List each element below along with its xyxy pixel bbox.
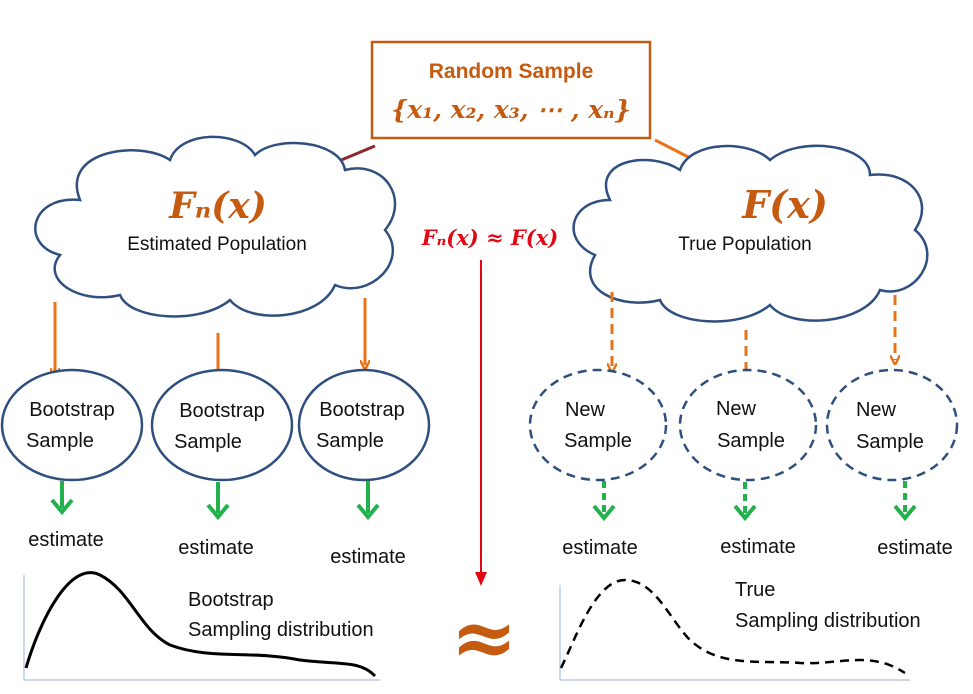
bootstrap-sample-1-line1: Bootstrap [29, 399, 115, 421]
bootstrap-estimate-1: estimate [28, 529, 104, 551]
new-sample-2: New Sample [678, 368, 818, 482]
bootstrap-distribution-line1: Bootstrap [188, 589, 274, 611]
new-sample-3-line2: Sample [856, 431, 924, 453]
true-distribution-line2: Sampling distribution [735, 610, 921, 632]
new-estimate-1: estimate [562, 537, 638, 559]
true-population-label: True Population [678, 234, 811, 255]
bootstrap-sample-2: Bootstrap Sample [150, 368, 294, 482]
new-estimate-arrows [592, 481, 917, 522]
new-estimate-3: estimate [877, 537, 953, 559]
true-population-symbol: F(x) [741, 182, 828, 227]
true-distribution-line1: True [735, 579, 775, 601]
random-sample-title: Random Sample [429, 60, 594, 83]
random-sample-box: Random Sample {x₁, x₂, x₃, ⋯ , xₙ} [370, 40, 652, 140]
new-estimate-2: estimate [720, 536, 796, 558]
bootstrap-sample-3: Bootstrap Sample [297, 368, 431, 482]
bootstrap-sample-1-line2: Sample [26, 430, 94, 452]
approximation-text: Fₙ(x) ≈ F(x) [421, 225, 558, 250]
true-distribution: True Sampling distribution [559, 578, 921, 681]
true-distribution-curve [559, 578, 906, 675]
estimated-population-symbol: Fₙ(x) [168, 185, 267, 227]
new-sample-2-line2: Sample [717, 430, 785, 452]
bootstrap-distribution: Bootstrap Sampling distribution [23, 571, 380, 681]
bootstrap-distribution-line2: Sampling distribution [188, 619, 374, 641]
bootstrap-sample-1: Bootstrap Sample [0, 368, 144, 482]
bootstrap-sample-2-line2: Sample [174, 431, 242, 453]
estimated-population-cloud: Fₙ(x) Estimated Population [34, 135, 397, 318]
bootstrap-sample-3-line2: Sample [316, 430, 384, 452]
center-red-arrowhead [475, 572, 487, 586]
bootstrap-distribution-curve [24, 571, 377, 678]
new-sample-3: New Sample [825, 368, 959, 482]
new-sample-1-line2: Sample [564, 430, 632, 452]
bootstrap-estimate-arrows [50, 481, 380, 521]
random-sample-set: {x₁, x₂, x₃, ⋯ , xₙ} [391, 95, 630, 124]
bootstrap-estimate-2: estimate [178, 537, 254, 559]
new-sample-1-line1: New [565, 399, 606, 421]
bootstrap-sample-3-line1: Bootstrap [319, 399, 405, 421]
new-sample-1: New Sample [528, 368, 668, 482]
bootstrap-estimate-3: estimate [330, 546, 406, 568]
approx-symbol: ≈ [450, 590, 517, 684]
true-population-cloud: F(x) True Population [572, 144, 929, 323]
bootstrap-sample-2-line1: Bootstrap [179, 400, 265, 422]
new-sample-2-line1: New [716, 398, 757, 420]
estimated-population-label: Estimated Population [127, 234, 307, 255]
new-sample-3-line1: New [856, 399, 897, 421]
